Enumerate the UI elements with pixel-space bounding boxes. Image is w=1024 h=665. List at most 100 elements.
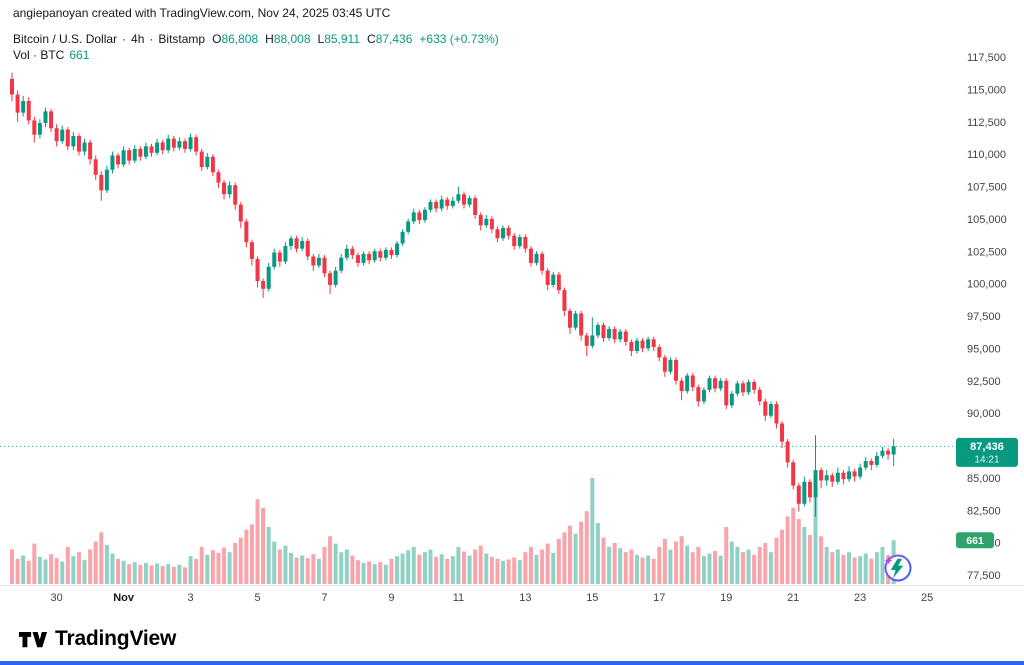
symbol-name[interactable]: Bitcoin / U.S. Dollar: [13, 32, 118, 46]
lightning-icon: [884, 554, 912, 582]
volume-bar: [104, 544, 109, 584]
candle: [690, 375, 695, 388]
volume-bar: [305, 558, 310, 584]
footer-logo[interactable]: TradingView: [18, 622, 176, 656]
candle: [194, 137, 199, 152]
price-axis-label: 92,500: [967, 376, 1001, 388]
candle: [568, 310, 572, 328]
candle: [249, 242, 254, 260]
candle: [422, 209, 427, 221]
candle: [300, 240, 305, 249]
volume-bar: [445, 558, 450, 584]
volume-bar: [679, 536, 684, 584]
change-value: +633 (+0.73%): [419, 32, 499, 46]
candle: [707, 378, 712, 390]
volume-bar: [473, 549, 478, 584]
volume-bar: [182, 567, 187, 584]
volume-bar: [21, 555, 26, 584]
candle: [528, 248, 533, 263]
exchange-label[interactable]: Bitstamp: [158, 32, 206, 46]
volume-bar: [188, 556, 193, 584]
candle: [785, 441, 790, 463]
volume-bar: [724, 527, 729, 584]
volume-bar: [824, 546, 829, 584]
candle: [880, 450, 885, 456]
candle: [807, 481, 812, 498]
volume-bar: [701, 556, 706, 584]
candle: [718, 380, 723, 389]
candle: [238, 204, 243, 222]
candle: [774, 404, 779, 424]
candle: [188, 137, 193, 149]
volume-bar: [467, 555, 472, 584]
volume-bar: [813, 492, 818, 584]
volume-bar: [43, 559, 48, 584]
volume-bar: [696, 546, 701, 584]
candle: [143, 146, 148, 157]
brand-name[interactable]: TradingView: [55, 627, 177, 650]
ohlc-low: L85,911: [318, 31, 361, 47]
volume-bar: [847, 552, 851, 584]
candle: [277, 252, 282, 262]
candle: [540, 253, 545, 271]
volume-bar: [478, 545, 483, 584]
volume-bar: [640, 557, 645, 584]
candle: [802, 481, 807, 504]
volume-bar: [623, 552, 628, 584]
candle: [891, 446, 896, 455]
volume-bar: [333, 543, 338, 584]
volume-bar: [222, 547, 227, 584]
candle: [127, 150, 132, 161]
volume-bar: [227, 552, 232, 584]
volume-bar: [796, 519, 801, 584]
candle: [361, 253, 366, 263]
candle: [512, 235, 517, 247]
volume-bar: [15, 558, 20, 584]
candle: [395, 243, 400, 256]
volume-bar: [143, 562, 148, 584]
volume-bar: [350, 555, 355, 584]
candle: [177, 141, 182, 148]
time-axis-label: 7: [321, 592, 327, 604]
candle: [847, 471, 851, 480]
volume-bar: [668, 549, 673, 584]
candle: [506, 227, 511, 236]
candle: [461, 194, 466, 205]
candle: [467, 198, 472, 205]
volume-bar: [289, 552, 293, 584]
candle: [484, 218, 489, 226]
candle: [294, 238, 299, 249]
high-value: 88,008: [273, 32, 311, 46]
price-axis-label: 117,500: [967, 52, 1006, 64]
volume-bar: [60, 561, 65, 584]
volume-bar: [249, 524, 254, 584]
volume-bar: [82, 560, 87, 584]
volume-bar: [428, 549, 433, 584]
time-axis-label: 3: [187, 592, 193, 604]
volume-label: Vol · BTC: [13, 48, 65, 62]
interval-label[interactable]: 4h: [131, 32, 145, 46]
time-axis-label: 5: [254, 592, 260, 604]
volume-bar: [450, 556, 455, 584]
chart-canvas[interactable]: 117,500 115,000 112,500 110,000 107,500 105,0…: [0, 0, 1024, 622]
volume-bar: [361, 562, 366, 584]
candle: [383, 249, 388, 258]
volume-bar: [523, 552, 528, 584]
candle: [15, 94, 20, 113]
volume-bar: [400, 553, 405, 584]
close-label: C: [367, 32, 376, 46]
volume-bar: [551, 552, 556, 584]
candle: [830, 475, 835, 482]
tradingview-logo-icon[interactable]: [18, 629, 48, 650]
volume-bar: [121, 560, 126, 584]
candle: [858, 467, 863, 477]
candle: [82, 142, 87, 152]
time-axis-label: 9: [388, 592, 394, 604]
volume-bar: [149, 565, 154, 584]
candle: [171, 138, 176, 148]
candle: [601, 325, 606, 339]
volume-bar: [713, 550, 718, 584]
price-axis[interactable]: 117,500 115,000 112,500 110,000 107,500 105,0…: [967, 52, 1007, 582]
time-axis[interactable]: 30 Nov 3 5 7 9 11 13 15 17 19 21 23 25: [51, 592, 934, 604]
candle: [735, 383, 740, 394]
